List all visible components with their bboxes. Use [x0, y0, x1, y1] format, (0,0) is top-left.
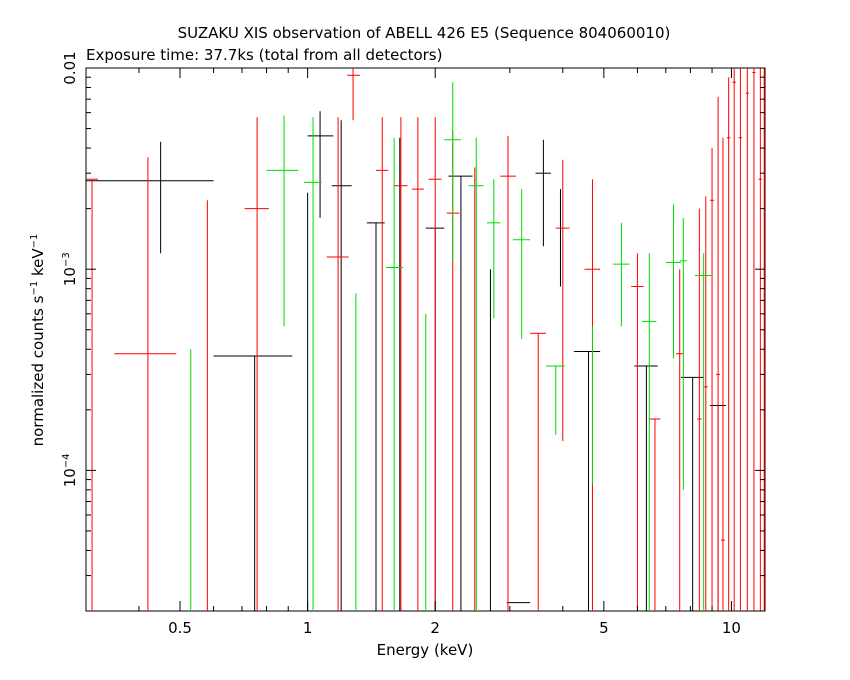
y-tick-label-base: 10 — [61, 267, 79, 286]
data-point-0-15 — [680, 376, 704, 611]
data-point-1-9 — [428, 117, 442, 611]
data-point-1-5 — [347, 68, 361, 121]
y-axis-label-main: normalized counts s — [29, 295, 47, 446]
x-tick-label: 1 — [303, 619, 313, 637]
y-tick-label-base: 0.01 — [61, 51, 79, 84]
data-point-1-28 — [752, 68, 756, 611]
data-point-0-3 — [307, 111, 334, 218]
data-series-group — [86, 68, 765, 611]
data-point-1-8 — [411, 117, 424, 611]
x-tick-label: 2 — [430, 619, 440, 637]
series-2 — [190, 82, 713, 611]
data-point-2-1 — [266, 115, 299, 327]
data-point-1-16 — [631, 253, 644, 611]
y-tick-label: 10−4 — [61, 453, 79, 487]
data-point-1-22 — [716, 96, 721, 611]
data-point-1-3 — [244, 117, 269, 611]
y-axis-label: normalized counts s−1 keV−1 — [29, 234, 47, 447]
data-point-1-7 — [394, 117, 408, 611]
data-point-2-13 — [641, 253, 657, 611]
x-tick-label: 0.5 — [168, 619, 192, 637]
data-point-0-8 — [448, 175, 473, 611]
data-point-1-19 — [697, 208, 702, 611]
data-point-1-18 — [676, 269, 684, 611]
axis-ticks — [85, 67, 765, 612]
data-point-2-2 — [303, 117, 322, 611]
y-axis-label-sup2: −1 — [29, 234, 40, 249]
series-1 — [86, 68, 765, 611]
data-point-1-25 — [732, 68, 736, 611]
x-axis-label: Energy (keV) — [377, 641, 474, 659]
data-point-1-24 — [726, 77, 731, 611]
data-point-0-1 — [213, 355, 293, 611]
data-point-1-23 — [721, 137, 725, 611]
y-tick-label-exp: −4 — [61, 453, 72, 468]
chart-subtitle: Exposure time: 37.7ks (total from all de… — [86, 46, 442, 64]
data-point-1-4 — [326, 117, 349, 611]
data-point-1-29 — [758, 68, 762, 611]
y-tick-label-base: 10 — [61, 468, 79, 487]
data-point-1-13 — [530, 332, 546, 611]
data-point-1-20 — [703, 196, 708, 611]
data-point-0-13 — [573, 350, 601, 611]
data-point-0-0 — [86, 141, 214, 254]
data-point-1-6 — [376, 117, 389, 611]
data-point-2-14 — [665, 204, 681, 359]
chart-title: SUZAKU XIS observation of ABELL 426 E5 (… — [178, 24, 671, 42]
data-point-0-11 — [535, 139, 551, 247]
data-point-2-9 — [512, 189, 531, 339]
data-point-2-6 — [444, 82, 461, 261]
data-point-2-16 — [694, 253, 713, 611]
data-point-2-12 — [612, 222, 630, 327]
x-tick-label: 5 — [599, 619, 609, 637]
y-axis-label-mid: keV — [29, 248, 47, 281]
data-point-1-0 — [86, 178, 98, 611]
data-point-1-14 — [555, 159, 570, 441]
y-tick-label-exp: −3 — [61, 252, 72, 267]
data-point-2-4 — [385, 137, 404, 611]
data-point-1-1 — [114, 157, 177, 611]
y-tick-label: 0.01 — [61, 51, 79, 84]
data-point-2-15 — [679, 217, 687, 490]
data-point-1-27 — [745, 68, 749, 611]
data-point-0-5 — [366, 222, 385, 611]
data-point-1-12 — [500, 135, 516, 611]
data-point-0-14 — [634, 365, 658, 611]
data-point-0-4 — [331, 120, 352, 611]
data-point-1-26 — [738, 68, 743, 611]
y-tick-label: 10−3 — [61, 252, 79, 286]
y-axis-label-sup1: −1 — [29, 281, 40, 296]
data-point-1-17 — [649, 418, 661, 611]
data-point-1-21 — [709, 148, 715, 611]
x-tick-label: 10 — [722, 619, 741, 637]
data-point-2-7 — [468, 137, 484, 611]
data-point-2-8 — [486, 179, 501, 319]
data-point-2-10 — [545, 365, 566, 435]
